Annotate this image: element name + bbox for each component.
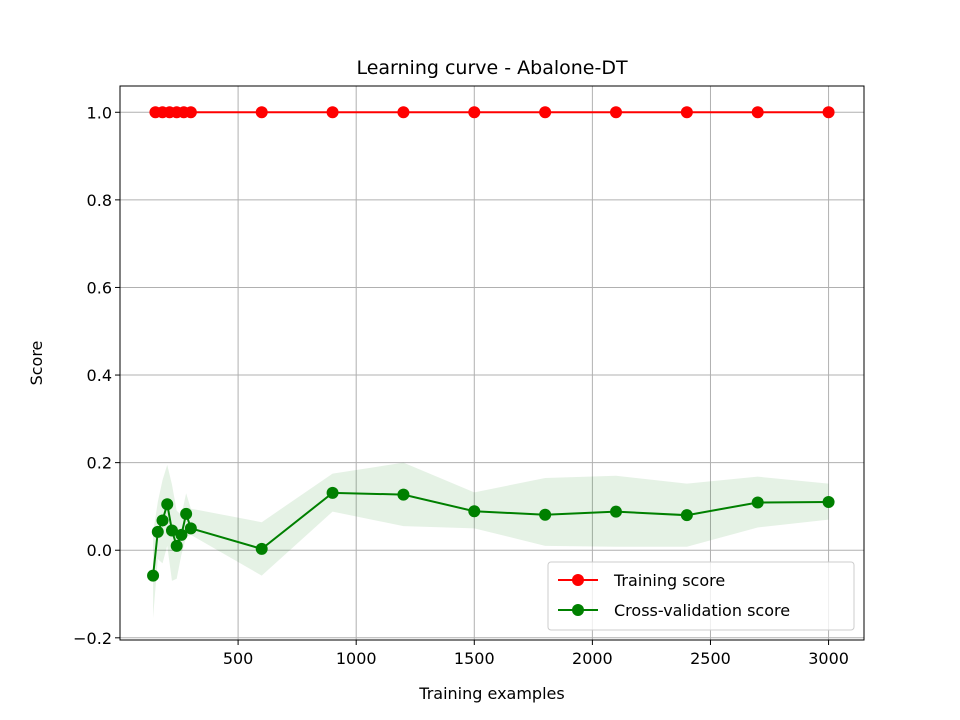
x-axis-label: Training examples <box>418 684 564 703</box>
series-1-point <box>151 525 164 538</box>
series-0-point <box>468 106 481 119</box>
x-tick-label: 3000 <box>808 649 849 668</box>
series-0-point <box>184 106 197 119</box>
series-1-point <box>165 524 178 537</box>
series-1-point <box>175 528 188 541</box>
y-tick-label: 0.0 <box>87 541 112 560</box>
plot-area-frame <box>119 85 865 641</box>
series-markers <box>147 106 835 582</box>
series-1-point <box>184 522 197 535</box>
legend-swatch-marker <box>572 574 584 586</box>
series-1-point <box>822 496 835 509</box>
series-0-point <box>751 106 764 119</box>
series-0-point <box>539 106 552 119</box>
series-1-point <box>468 505 481 518</box>
x-tick-label: 2500 <box>690 649 731 668</box>
x-tick-label: 500 <box>223 649 254 668</box>
legend-box <box>547 561 855 631</box>
series-1-point <box>147 569 160 582</box>
x-tick-label: 1500 <box>454 649 495 668</box>
series-0-point <box>397 106 410 119</box>
y-tick-label: 0.4 <box>87 366 112 385</box>
series-1-point <box>397 488 410 501</box>
legend-label: Cross-validation score <box>614 601 790 620</box>
grid <box>120 86 864 640</box>
series-1-point <box>326 486 339 499</box>
x-tick-label: 1000 <box>336 649 377 668</box>
y-tick-label: 0.6 <box>87 278 112 297</box>
y-tick-label: 0.2 <box>87 454 112 473</box>
series-1-point <box>161 498 174 511</box>
legend-swatch-marker <box>572 604 584 616</box>
series-1-point <box>170 539 183 552</box>
series-1-point <box>680 509 693 522</box>
series-1-point <box>610 505 622 518</box>
series-1-point <box>751 496 764 509</box>
y-axis-label: Score <box>27 341 46 386</box>
x-tick-label: 2000 <box>572 649 613 668</box>
axis-ticks: 500 1000 1500 2000 2500 3000 −0.2 0.0 0.2 0.4 0.6 0… <box>73 103 849 668</box>
series-1-point <box>255 542 268 555</box>
legend-label: Training score <box>613 571 725 590</box>
series-0-point <box>680 106 693 119</box>
legend: Training score Cross-validation score <box>547 561 855 631</box>
series-1-point <box>156 514 169 527</box>
series-0-point <box>326 106 339 119</box>
series-0-point <box>610 106 622 119</box>
series-0-point <box>255 106 268 119</box>
series-0-point <box>822 106 835 119</box>
y-tick-label: −0.2 <box>73 629 112 648</box>
chart-title: Learning curve - Abalone-DT <box>356 57 628 79</box>
y-tick-label: 1.0 <box>87 103 112 122</box>
y-tick-label: 0.8 <box>87 191 112 210</box>
series-1-point <box>539 508 552 521</box>
series-1-point <box>180 507 193 520</box>
